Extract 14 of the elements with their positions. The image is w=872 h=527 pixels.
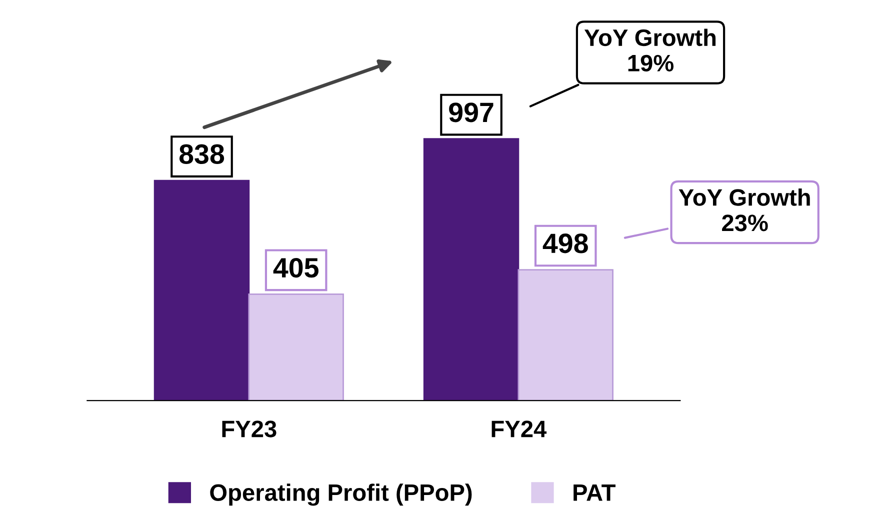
bar <box>248 294 344 401</box>
x-tick-label: FY24 <box>492 420 547 438</box>
data-label: 498 <box>542 234 588 254</box>
data-label: 997 <box>449 102 494 122</box>
data-label: 838 <box>179 144 224 164</box>
bar <box>423 138 520 401</box>
text: YoY Growth 19% <box>584 28 716 72</box>
annotation: YoY Growth 23% <box>678 188 810 232</box>
legend-label: PAT <box>574 484 616 501</box>
x-tick-label: FY23 <box>222 420 276 438</box>
legend-label: Operating Profit (PPoP) <box>210 484 472 506</box>
bar <box>154 180 250 401</box>
data-label: 405 <box>273 258 318 278</box>
bar <box>518 269 614 401</box>
